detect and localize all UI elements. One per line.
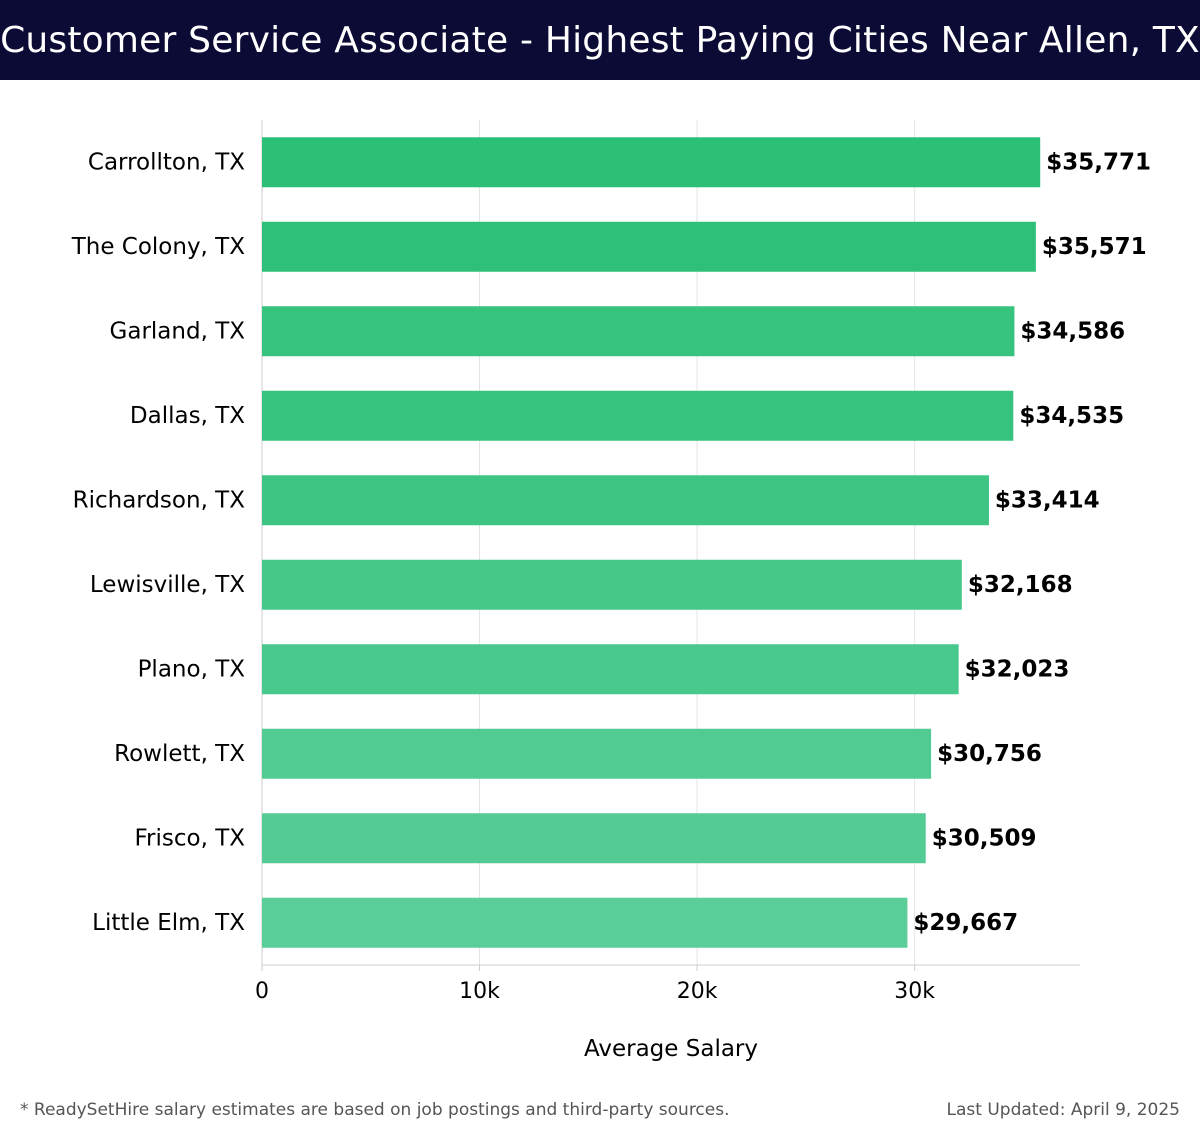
bar (262, 813, 926, 864)
value-label: $32,023 (965, 656, 1070, 682)
bar (262, 644, 959, 695)
bar (262, 221, 1036, 272)
bar (262, 559, 962, 610)
bar (262, 390, 1014, 441)
category-label: Richardson, TX (73, 487, 246, 513)
category-label: The Colony, TX (71, 234, 246, 260)
bar (262, 475, 989, 526)
category-label: Plano, TX (138, 656, 246, 682)
value-label: $30,756 (937, 741, 1042, 767)
category-label: Garland, TX (110, 318, 246, 344)
bar (262, 306, 1015, 357)
x-axis-title: Average Salary (584, 1036, 758, 1062)
value-label: $30,509 (932, 825, 1037, 851)
value-label: $35,771 (1046, 149, 1151, 175)
value-label: $32,168 (968, 572, 1073, 598)
category-label: Lewisville, TX (90, 572, 245, 598)
category-label: Dallas, TX (130, 403, 245, 429)
chart-title: Customer Service Associate - Highest Pay… (0, 19, 1200, 61)
value-label: $35,571 (1042, 234, 1147, 260)
category-label: Carrollton, TX (88, 149, 245, 175)
bar (262, 728, 932, 779)
bar (262, 897, 908, 948)
x-tick-label: 0 (255, 979, 269, 1004)
value-label: $34,586 (1020, 318, 1125, 344)
bar-chart: Carrollton, TX $35,771 The Colony, TX $35,5… (71, 120, 1151, 1062)
x-tick-label: 20k (677, 979, 718, 1004)
last-updated: Last Updated: April 9, 2025 (946, 1100, 1180, 1120)
chart-header: Customer Service Associate - Highest Pay… (0, 0, 1200, 80)
x-tick-label: 30k (894, 979, 935, 1004)
value-label: $33,414 (995, 487, 1100, 513)
x-tick-label: 10k (459, 979, 500, 1004)
category-label: Frisco, TX (134, 825, 245, 851)
footer-note: * ReadySetHire salary estimates are base… (20, 1100, 730, 1120)
value-label: $29,667 (913, 910, 1018, 936)
category-label: Rowlett, TX (114, 741, 245, 767)
value-label: $34,535 (1019, 403, 1124, 429)
bar (262, 137, 1041, 188)
category-label: Little Elm, TX (92, 910, 245, 936)
